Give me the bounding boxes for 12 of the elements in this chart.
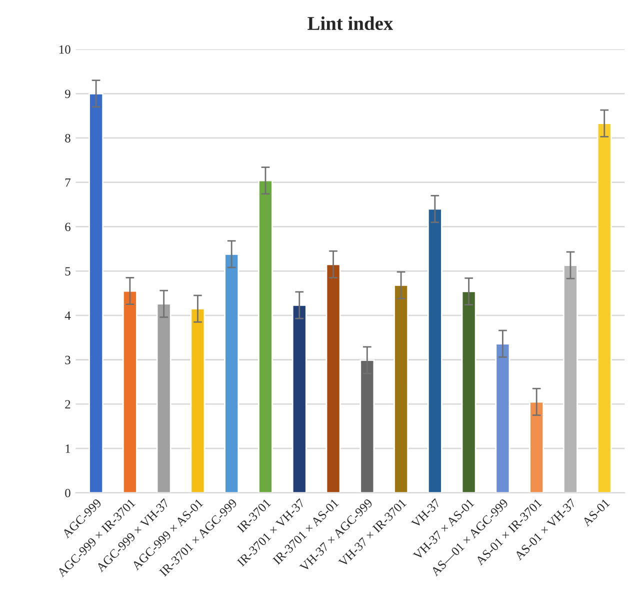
y-tick-label: 6 [65,222,70,232]
y-tick-label: 5 [65,267,70,276]
chart-title: Lint index [308,16,394,30]
y-tick-label: 2 [65,400,70,408]
y-tick-label: 8 [65,134,70,142]
y-tick-label: 4 [64,312,71,320]
y-tick-label: 3 [65,356,70,364]
y-tick-label: 1 [66,444,70,453]
y-tick-label: 0 [65,488,70,498]
y-tick-label: 7 [65,178,70,187]
y-tick-label: 9 [65,90,70,98]
y-tick-label: 10 [59,45,70,54]
